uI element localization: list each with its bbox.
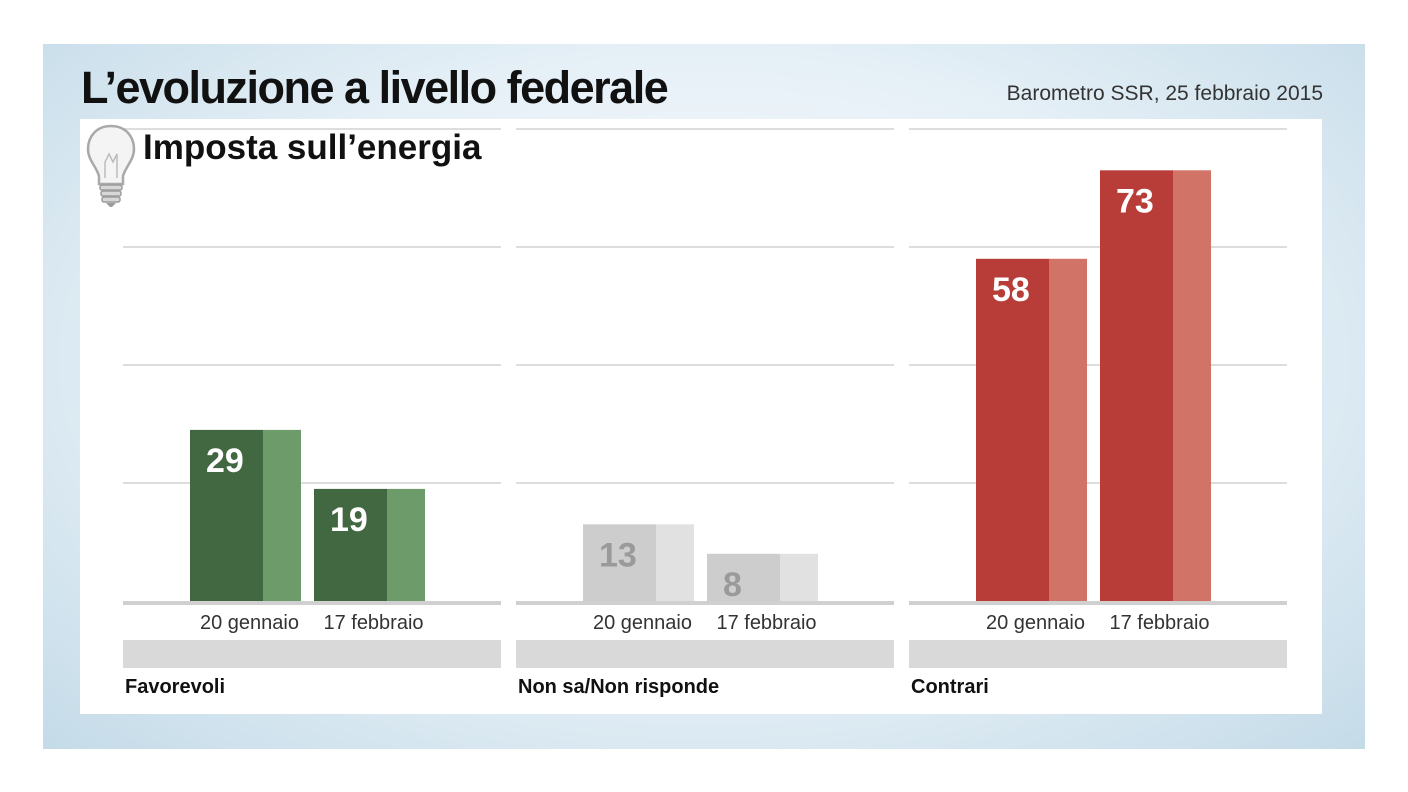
group-label-strip xyxy=(909,640,1287,668)
bar xyxy=(976,258,1049,601)
chart-title: L’evoluzione a livello federale xyxy=(81,62,669,113)
bar-value-label: 58 xyxy=(992,271,1030,309)
group-label: Favorevoli xyxy=(125,676,225,698)
x-tick-label: 17 febbraio xyxy=(323,612,423,634)
chart-panel: 29 20 gennaio 19 17 febbraio Favorevoli 13 20 … xyxy=(80,119,1322,714)
bar-shade xyxy=(263,429,301,601)
infographic-frame: L’evoluzione a livello federale Barometr… xyxy=(43,44,1365,749)
bar xyxy=(583,524,656,601)
bar-chart: 29 20 gennaio 19 17 febbraio Favorevoli 13 20 … xyxy=(123,128,1287,698)
group-label: Non sa/Non risponde xyxy=(518,676,719,698)
group-label-strip xyxy=(123,640,501,668)
bar-shade xyxy=(1049,258,1087,601)
x-tick-label: 20 gennaio xyxy=(200,612,299,634)
bar-shade xyxy=(656,524,694,601)
x-tick-label: 20 gennaio xyxy=(986,612,1085,634)
bar-shade xyxy=(780,553,818,601)
bar-value-label: 19 xyxy=(330,501,368,539)
bar xyxy=(190,429,263,601)
x-tick-label: 20 gennaio xyxy=(593,612,692,634)
bar-value-label: 8 xyxy=(723,566,742,604)
bar xyxy=(314,488,387,601)
x-tick-label: 17 febbraio xyxy=(1109,612,1209,634)
bar-value-label: 73 xyxy=(1116,182,1154,220)
group-label-strip xyxy=(516,640,894,668)
chart-subtitle: Imposta sull’energia xyxy=(143,128,482,167)
group-label: Contrari xyxy=(911,676,989,698)
light-bulb-icon xyxy=(86,124,136,207)
bar xyxy=(1100,170,1173,602)
chart-source: Barometro SSR, 25 febbraio 2015 xyxy=(1006,82,1323,105)
bar xyxy=(707,553,780,601)
bar-value-label: 13 xyxy=(599,536,637,574)
bar-shade xyxy=(1173,170,1211,602)
bar-value-label: 29 xyxy=(206,442,244,480)
bar-shade xyxy=(387,488,425,601)
x-tick-label: 17 febbraio xyxy=(716,612,816,634)
